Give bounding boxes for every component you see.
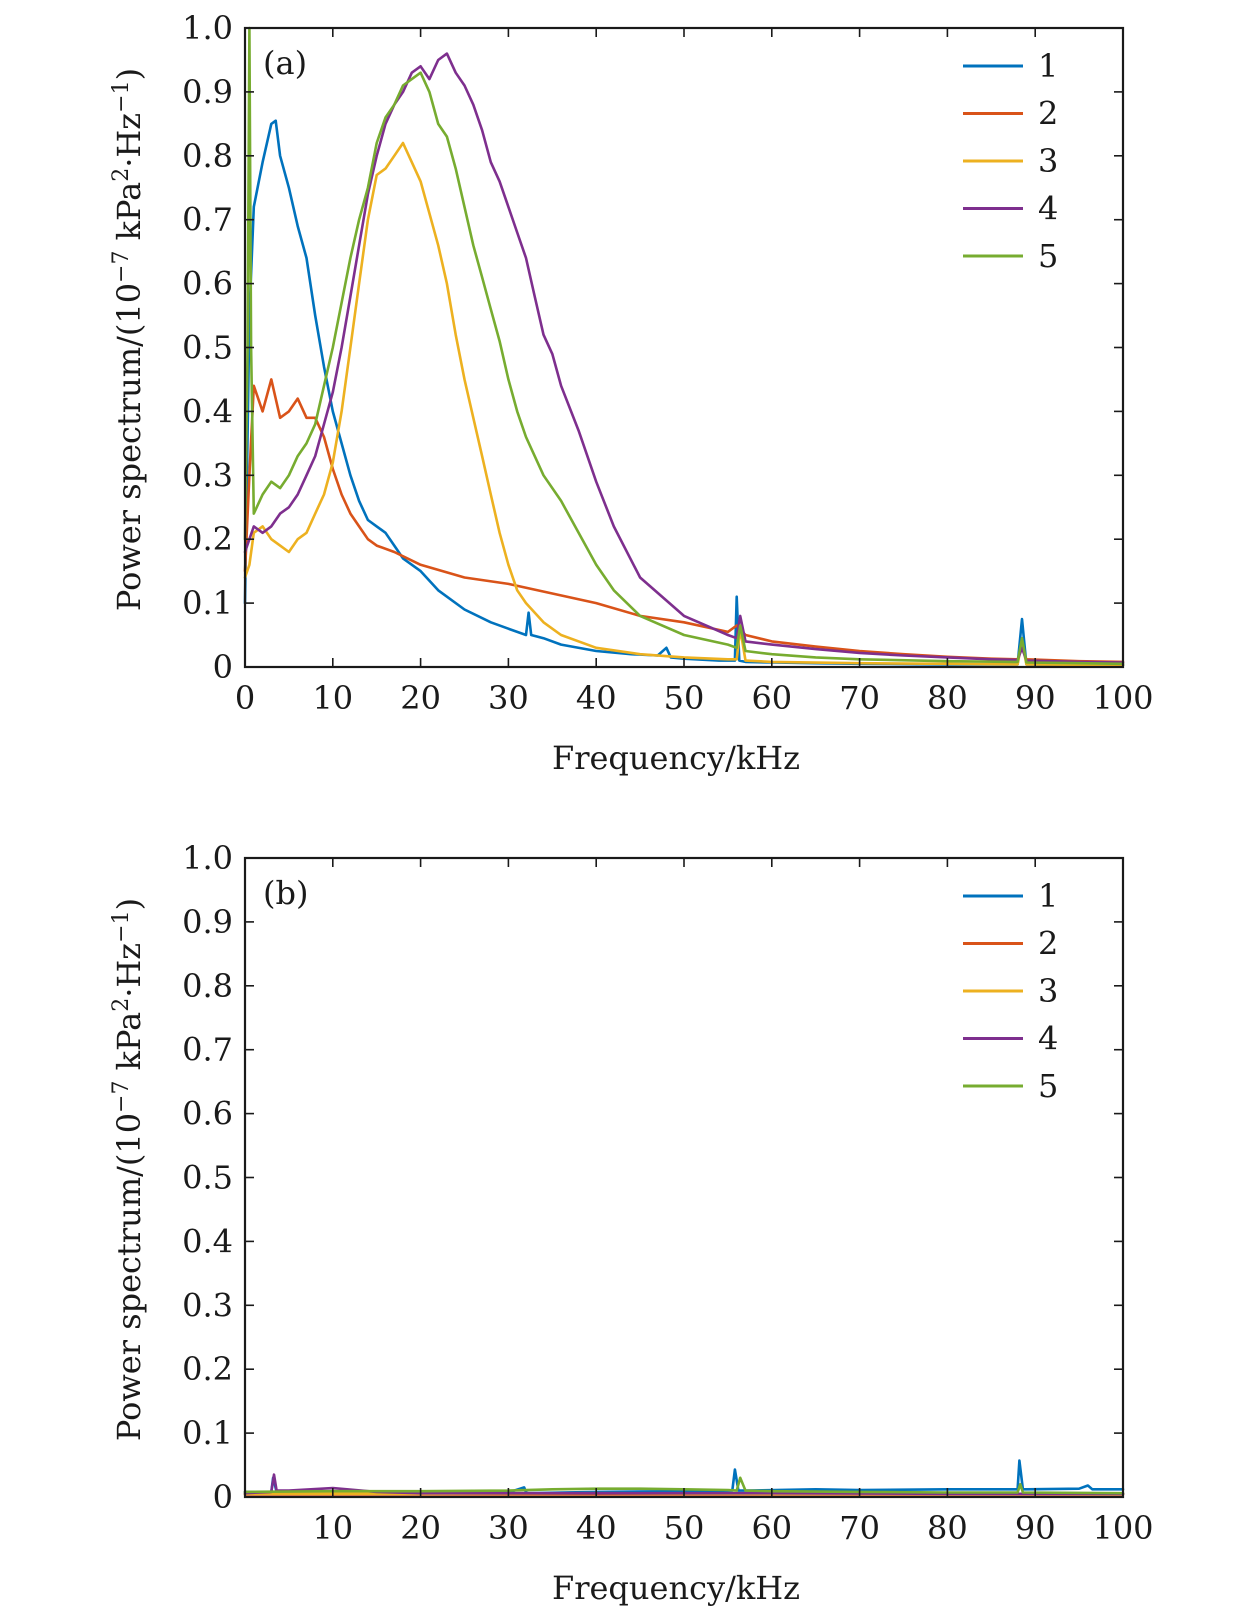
series-line-5: [243, 26, 1125, 666]
x-tick-label: 40: [576, 1509, 617, 1547]
y-tick-label: 0: [213, 648, 233, 686]
x-tick-label: 90: [1015, 1509, 1056, 1547]
x-tick-label: 20: [400, 1509, 441, 1547]
y-tick-label: 0.8: [182, 967, 233, 1005]
x-tick-label: 10: [312, 679, 353, 717]
series-line-4: [243, 52, 1125, 664]
y-tick-label: 0.9: [182, 903, 233, 941]
y-tick-label: 0.1: [182, 1414, 233, 1452]
x-axis-label: Frequency/kHz: [552, 739, 800, 777]
x-tick-label: 90: [1015, 679, 1056, 717]
x-tick-label: 100: [1092, 1509, 1153, 1547]
x-tick-label: 30: [488, 1509, 529, 1547]
y-tick-label: 0.8: [182, 137, 233, 175]
x-tick-label: 30: [488, 679, 529, 717]
legend: 1 2 3 4 5: [963, 877, 1058, 1105]
legend-label-1: 1: [1038, 877, 1058, 915]
x-tick-label: 10: [312, 1509, 353, 1547]
legend-label-1: 1: [1038, 47, 1058, 85]
x-tick-label: 50: [664, 1509, 705, 1547]
y-tick-label: 0.2: [182, 1350, 233, 1388]
y-tick-label: 0.5: [182, 329, 233, 367]
x-tick-label: 70: [839, 679, 880, 717]
y-tick-label: 0.1: [182, 584, 233, 622]
y-tick-label: 0.2: [182, 520, 233, 558]
y-axis-label: Power spectrum/(10−7 kPa2·Hz−1): [109, 898, 148, 1441]
y-tick-label: 0.5: [182, 1159, 233, 1197]
y-tick-label: 0.7: [182, 201, 233, 239]
y-tick-label: 0.6: [182, 1095, 233, 1133]
x-tick-label: 80: [927, 1509, 968, 1547]
y-tick-label: 0: [213, 1478, 233, 1516]
legend-label-5: 5: [1038, 237, 1058, 275]
legend-label-4: 4: [1038, 1020, 1058, 1058]
chart-panel-b: 10 20 30 40 50 60 70 80 90 100 0 0.1 0.2 0.3 0.4 0.5 0.6…: [109, 839, 1154, 1607]
y-tick-label: 0.9: [182, 73, 233, 111]
x-tick-label: 0: [235, 679, 255, 717]
x-tick-label: 60: [751, 1509, 792, 1547]
x-axis-label: Frequency/kHz: [552, 1569, 800, 1607]
series-line-1: [243, 119, 1125, 667]
plot-frame: [243, 856, 1125, 1499]
panel-label: (a): [263, 44, 307, 82]
chart-panel-a: 0 10 20 30 40 50 60 70 80 90 100 0 0.1 0.2 0.3 0.4 0.5 0.…: [109, 9, 1154, 777]
legend-label-3: 3: [1038, 142, 1058, 180]
y-axis-label: Power spectrum/(10−7 kPa2·Hz−1): [109, 68, 148, 611]
y-tick-label: 0.6: [182, 265, 233, 303]
x-tick-label: 100: [1092, 679, 1153, 717]
y-tick-label: 0.4: [182, 1222, 233, 1260]
y-tick-label: 0.3: [182, 456, 233, 494]
y-tick-label: 0.3: [182, 1286, 233, 1324]
legend-label-4: 4: [1038, 190, 1058, 228]
x-tick-label: 80: [927, 679, 968, 717]
legend-label-5: 5: [1038, 1067, 1058, 1105]
y-tick-label: 0.4: [182, 392, 233, 430]
y-tick-label: 0.7: [182, 1031, 233, 1069]
series-line-3: [243, 141, 1125, 667]
legend-label-2: 2: [1038, 95, 1058, 133]
y-tick-label: 1.0: [182, 839, 233, 877]
panel-label: (b): [263, 874, 308, 912]
x-tick-label: 60: [751, 679, 792, 717]
x-tick-label: 50: [664, 679, 705, 717]
y-tick-label: 1.0: [182, 9, 233, 47]
legend: 1 2 3 4 5: [963, 47, 1058, 275]
x-tick-label: 70: [839, 1509, 880, 1547]
legend-label-3: 3: [1038, 972, 1058, 1010]
series-line-2: [243, 378, 1125, 664]
legend-label-2: 2: [1038, 925, 1058, 963]
x-tick-label: 40: [576, 679, 617, 717]
plot-frame: [243, 26, 1125, 669]
x-tick-label: 20: [400, 679, 441, 717]
